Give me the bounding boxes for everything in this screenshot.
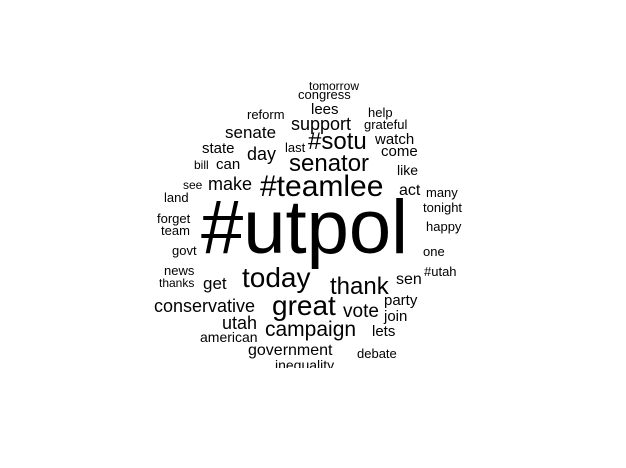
word-help: help bbox=[368, 105, 393, 120]
word-senate: senate bbox=[225, 123, 277, 142]
word-conservative: conservative bbox=[154, 296, 256, 316]
word-last: last bbox=[285, 140, 306, 155]
word-get: get bbox=[203, 274, 227, 293]
word-see: see bbox=[183, 178, 203, 192]
word-senator: senator bbox=[289, 150, 370, 177]
word-forget: forget bbox=[157, 211, 191, 226]
word-great: great bbox=[272, 290, 336, 321]
word-many: many bbox=[426, 185, 458, 200]
word-american: american bbox=[200, 329, 258, 345]
word-thanks: thanks bbox=[159, 276, 195, 290]
word-debate: debate bbox=[357, 346, 397, 361]
word-land: land bbox=[164, 190, 189, 205]
word-sotu: #sotu bbox=[308, 128, 367, 155]
word-one: one bbox=[423, 244, 445, 259]
word-today: today bbox=[242, 262, 311, 293]
word-vote: vote bbox=[343, 301, 379, 322]
word-campaign: campaign bbox=[265, 318, 357, 341]
word-utah-tag: #utah bbox=[424, 264, 457, 279]
word-state: state bbox=[202, 140, 235, 157]
word-news: news bbox=[164, 263, 195, 278]
word-watch: watch bbox=[375, 131, 415, 148]
word-team: team bbox=[161, 223, 190, 238]
word-come: come bbox=[381, 143, 418, 160]
word-teamlee: #teamlee bbox=[260, 170, 384, 203]
word-act: act bbox=[399, 182, 421, 199]
word-party: party bbox=[384, 292, 418, 309]
word-thank: thank bbox=[330, 273, 389, 300]
word-congress: congress bbox=[298, 87, 351, 102]
word-govt: govt bbox=[172, 243, 197, 258]
word-sen: sen bbox=[396, 271, 422, 288]
word-like: like bbox=[397, 162, 419, 178]
word-government: government bbox=[248, 342, 333, 359]
word-utpol: #utpol bbox=[201, 185, 409, 270]
word-tomorrow: tomorrow bbox=[309, 79, 360, 93]
word-support: support bbox=[291, 114, 352, 134]
word-utah: utah bbox=[222, 313, 258, 333]
word-reform: reform bbox=[247, 107, 285, 122]
word-tonight: tonight bbox=[423, 200, 463, 215]
word-happy: happy bbox=[426, 219, 462, 234]
word-day: day bbox=[247, 144, 277, 164]
word-grateful: grateful bbox=[364, 117, 408, 132]
word-lets: lets bbox=[372, 323, 396, 340]
word-inequality: inequality bbox=[275, 357, 335, 373]
word-join: join bbox=[384, 308, 408, 325]
word-can: can bbox=[216, 156, 241, 173]
word-lees: lees bbox=[311, 101, 339, 118]
word-make: make bbox=[208, 174, 253, 194]
word-bill: bill bbox=[194, 158, 209, 172]
